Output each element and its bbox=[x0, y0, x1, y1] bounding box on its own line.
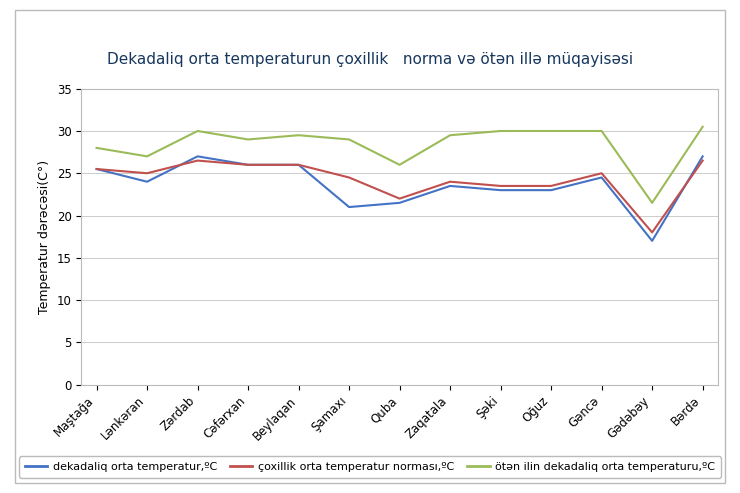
çoxillik orta temperatur norması,ºC bbox=[648, 229, 656, 235]
çoxillik orta temperatur norması,ºC bbox=[547, 183, 556, 189]
ötən ilin dekadaliq orta temperaturu,ºC bbox=[445, 132, 454, 138]
ötən ilin dekadaliq orta temperaturu,ºC bbox=[497, 128, 505, 134]
dekadaliq orta temperatur,ºC bbox=[92, 166, 101, 172]
çoxillik orta temperatur norması,ºC bbox=[497, 183, 505, 189]
dekadaliq orta temperatur,ºC bbox=[497, 187, 505, 193]
Line: dekadaliq orta temperatur,ºC: dekadaliq orta temperatur,ºC bbox=[96, 156, 703, 241]
Line: çoxillik orta temperatur norması,ºC: çoxillik orta temperatur norması,ºC bbox=[96, 161, 703, 232]
ötən ilin dekadaliq orta temperaturu,ºC bbox=[395, 162, 404, 168]
dekadaliq orta temperatur,ºC bbox=[243, 162, 252, 168]
dekadaliq orta temperatur,ºC bbox=[143, 179, 152, 185]
çoxillik orta temperatur norması,ºC bbox=[445, 179, 454, 185]
dekadaliq orta temperatur,ºC bbox=[648, 238, 656, 244]
dekadaliq orta temperatur,ºC bbox=[193, 153, 202, 159]
ötən ilin dekadaliq orta temperaturu,ºC bbox=[597, 128, 606, 134]
çoxillik orta temperatur norması,ºC bbox=[395, 196, 404, 202]
Text: Dekadaliq orta temperaturun çoxillik   norma və ötən illə müqayisəsi: Dekadaliq orta temperaturun çoxillik nor… bbox=[107, 52, 633, 67]
Y-axis label: Temperatur dərəcəsi(C°): Temperatur dərəcəsi(C°) bbox=[38, 160, 51, 314]
ötən ilin dekadaliq orta temperaturu,ºC bbox=[547, 128, 556, 134]
çoxillik orta temperatur norması,ºC bbox=[294, 162, 303, 168]
dekadaliq orta temperatur,ºC bbox=[445, 183, 454, 189]
dekadaliq orta temperatur,ºC bbox=[294, 162, 303, 168]
dekadaliq orta temperatur,ºC bbox=[547, 187, 556, 193]
ötən ilin dekadaliq orta temperaturu,ºC bbox=[143, 153, 152, 159]
Legend: dekadaliq orta temperatur,ºC, çoxillik orta temperatur norması,ºC, ötən ilin dek: dekadaliq orta temperatur,ºC, çoxillik o… bbox=[19, 457, 721, 478]
çoxillik orta temperatur norması,ºC bbox=[143, 170, 152, 176]
çoxillik orta temperatur norması,ºC bbox=[92, 166, 101, 172]
ötən ilin dekadaliq orta temperaturu,ºC bbox=[294, 132, 303, 138]
çoxillik orta temperatur norması,ºC bbox=[345, 175, 354, 180]
ötən ilin dekadaliq orta temperaturu,ºC bbox=[648, 200, 656, 206]
ötən ilin dekadaliq orta temperaturu,ºC bbox=[243, 137, 252, 142]
ötən ilin dekadaliq orta temperaturu,ºC bbox=[92, 145, 101, 151]
çoxillik orta temperatur norması,ºC bbox=[597, 170, 606, 176]
dekadaliq orta temperatur,ºC bbox=[345, 204, 354, 210]
ötən ilin dekadaliq orta temperaturu,ºC bbox=[345, 137, 354, 142]
dekadaliq orta temperatur,ºC bbox=[597, 175, 606, 180]
çoxillik orta temperatur norması,ºC bbox=[243, 162, 252, 168]
dekadaliq orta temperatur,ºC bbox=[395, 200, 404, 206]
Line: ötən ilin dekadaliq orta temperaturu,ºC: ötən ilin dekadaliq orta temperaturu,ºC bbox=[96, 127, 703, 203]
çoxillik orta temperatur norması,ºC bbox=[193, 158, 202, 164]
ötən ilin dekadaliq orta temperaturu,ºC bbox=[699, 124, 707, 130]
çoxillik orta temperatur norması,ºC bbox=[699, 158, 707, 164]
ötən ilin dekadaliq orta temperaturu,ºC bbox=[193, 128, 202, 134]
dekadaliq orta temperatur,ºC bbox=[699, 153, 707, 159]
